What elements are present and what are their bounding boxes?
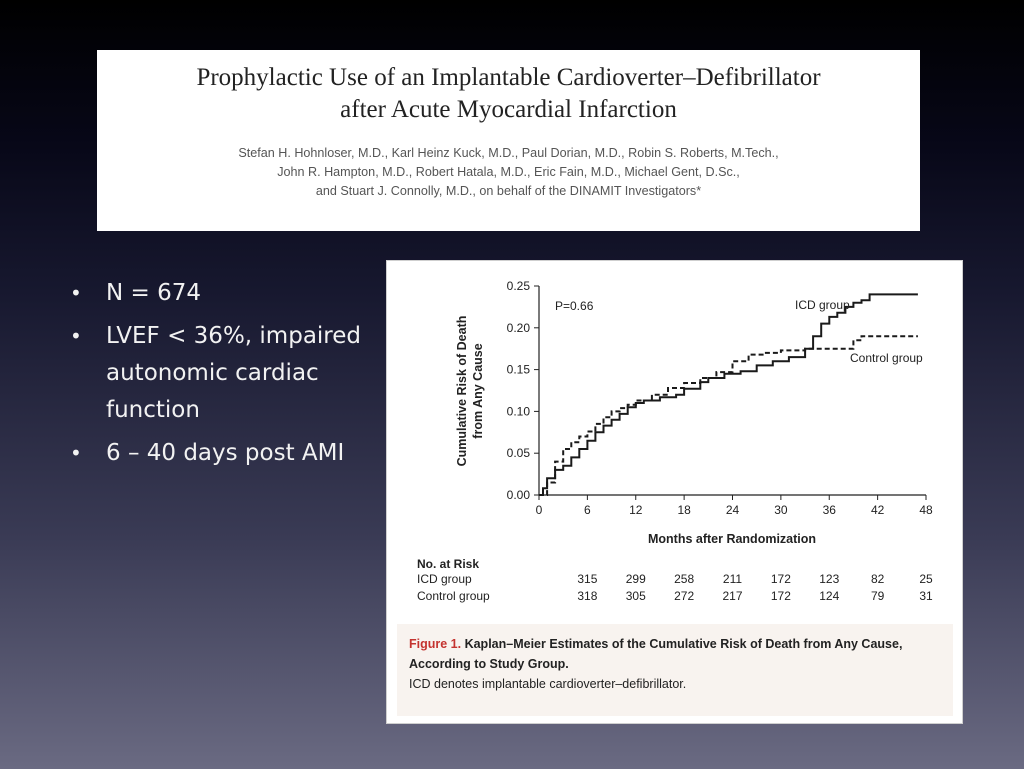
risk-value: 172 [770,572,791,586]
risk-value: 79 [870,589,885,603]
figure-label: Figure 1. [409,637,462,651]
figure-title: Kaplan–Meier Estimates of the Cumulative… [409,637,903,671]
legend-label-icd: ICD group [795,298,850,312]
risk-value: 272 [674,589,695,603]
control-group-series-line [539,335,918,496]
paper-title-line-1: Prophylactic Use of an Implantable Cardi… [196,64,821,91]
number-at-risk-table: No. at Risk ICD group 315 299 258 211 172 123… [417,557,957,606]
legend-label-control: Control group [850,351,923,365]
x-tick-label: 36 [823,503,837,517]
bullet-item: • LVEF < 36%, impaired autonomic cardiac … [70,318,375,429]
bullet-dot-icon: • [70,324,82,348]
bullet-list: • N = 674 • LVEF < 36%, impaired autonomic… [70,275,375,478]
bullet-text: N = 674 [106,280,201,306]
chart-ticks: 0 6 12 18 24 30 36 42 48 0.00 0.05 0.10 0.15 0.20 0.25 [507,279,933,517]
y-tick-label: 0.25 [507,279,531,293]
icd-group-series-line [539,293,918,496]
y-tick-label: 0.15 [507,363,531,377]
y-tick-label: 0.10 [507,404,531,418]
figure-card: 0 6 12 18 24 30 36 42 48 0.00 0.05 0.10 0.15 0.20 0.25… [386,260,963,724]
bullet-item: • 6 – 40 days post AMI [70,435,375,472]
bullet-dot-icon: • [70,441,82,465]
paper-title-line-2: after Acute Myocardial Infarction [340,96,677,123]
risk-value: 172 [770,589,791,603]
chart-series [539,293,918,496]
risk-value: 258 [674,572,695,586]
y-tick-label: 0.05 [507,446,531,460]
figure-caption: Figure 1. Kaplan–Meier Estimates of the … [397,624,953,716]
bullet-text: 6 – 40 days post AMI [106,440,345,466]
risk-value: 318 [577,589,598,603]
y-axis-label-line-1: Cumulative Risk of Death [455,316,469,467]
authors-line-2: John R. Hampton, M.D., Robert Hatala, M.… [277,165,740,179]
y-axis-label-line-2: from Any Cause [471,343,485,438]
x-tick-label: 42 [871,503,885,517]
p-value-label: P=0.66 [555,299,594,313]
kaplan-meier-chart: 0 6 12 18 24 30 36 42 48 0.00 0.05 0.10 0.15 0.20 0.25… [455,279,933,546]
y-tick-label: 0.20 [507,321,531,335]
risk-value: 123 [819,572,840,586]
authors-line-3: and Stuart J. Connolly, M.D., on behalf … [315,184,702,198]
risk-value: 315 [577,572,598,586]
risk-row-label: ICD group [417,572,472,586]
risk-value: 305 [625,589,646,603]
y-tick-label: 0.00 [507,488,531,502]
risk-value: 31 [919,589,933,603]
risk-value: 217 [722,589,743,603]
paper-authors: Stefan H. Hohnloser, M.D., Karl Heinz Ku… [97,144,920,201]
bullet-dot-icon: • [70,281,82,305]
x-tick-label: 18 [677,503,691,517]
x-tick-label: 0 [536,503,543,517]
figure-note: ICD denotes implantable cardioverter–def… [409,677,687,691]
x-tick-label: 6 [584,503,591,517]
x-tick-label: 30 [774,503,788,517]
bullet-text: LVEF < 36%, impaired autonomic cardiac f… [106,323,361,423]
risk-value: 82 [870,572,885,586]
chart-axes [538,286,926,496]
bullet-item: • N = 674 [70,275,375,312]
risk-value: 299 [625,572,646,586]
x-tick-label: 48 [919,503,933,517]
paper-title-card: Prophylactic Use of an Implantable Cardi… [97,50,920,231]
authors-line-1: Stefan H. Hohnloser, M.D., Karl Heinz Ku… [238,146,779,160]
risk-table-row: ICD group 315 299 258 211 172 123 82 25 [417,572,957,589]
x-tick-label: 24 [726,503,740,517]
risk-table-title: No. at Risk [417,557,480,571]
risk-value: 211 [722,572,743,586]
x-tick-label: 12 [629,503,643,517]
x-axis-label: Months after Randomization [648,532,816,546]
paper-title: Prophylactic Use of an Implantable Cardi… [97,62,920,126]
risk-row-label: Control group [417,589,490,603]
risk-value: 124 [819,589,840,603]
risk-table-row: Control group 318 305 272 217 172 124 79 31 [417,589,957,606]
risk-value: 25 [919,572,933,586]
